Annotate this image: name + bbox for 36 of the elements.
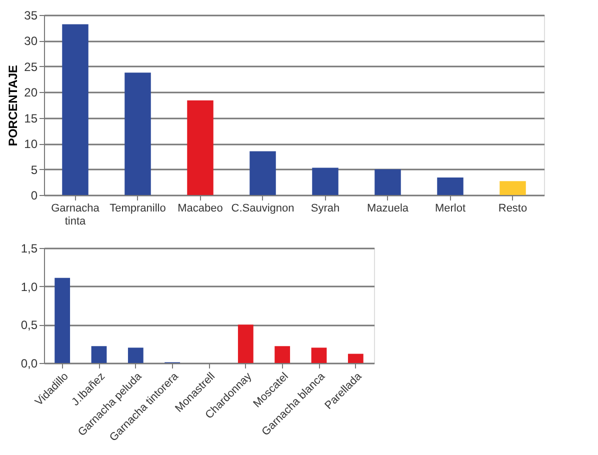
y-tick-label: 0,5 [20,318,38,332]
bar [54,278,70,363]
bar [124,72,151,195]
y-tick-label: 10 [24,137,38,152]
x-tick-label: Macabeo [178,202,223,214]
bar [128,348,144,363]
x-tick-label: Tempranillo [110,202,166,214]
x-tick-label: Mazuela [366,202,410,214]
x-tick-label: Syrah [310,202,340,214]
bar [311,348,327,363]
bar [274,346,290,363]
bar [250,151,276,195]
bar [62,24,88,195]
y-tick-label: 15 [24,111,38,126]
x-tick-label: Resto [498,202,528,214]
y-tick-label: 1,5 [20,242,38,256]
bar [187,100,214,195]
y-axis-title: PORCENTAJE [6,64,20,146]
y-tick-label: 1,0 [20,280,38,294]
bar [374,169,401,195]
x-tick-label: Garnacha tinta [51,202,100,228]
bar [238,324,254,363]
y-tick-label: 20 [24,86,38,100]
y-tick-label: 0,0 [20,356,38,370]
bar [500,181,526,195]
y-tick-label: 5 [30,162,38,177]
y-tick-label: 0 [30,188,38,202]
y-tick-label: 25 [24,60,38,74]
bar [91,346,107,363]
x-tick-label: Merlot [434,202,466,214]
y-tick-label: 35 [24,8,38,22]
y-tick-label: 30 [24,34,38,48]
bar [312,168,338,195]
bar [437,178,464,195]
x-tick-label: C.Sauvignon [231,202,294,214]
bar [348,354,364,363]
